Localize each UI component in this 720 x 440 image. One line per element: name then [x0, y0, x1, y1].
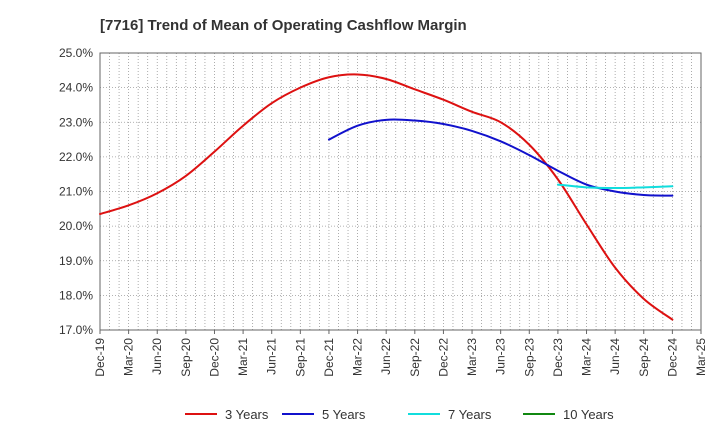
- y-tick-label: 18.0%: [59, 288, 93, 302]
- legend-label-5-years: 5 Years: [322, 407, 366, 422]
- y-tick-label: 19.0%: [59, 254, 93, 268]
- x-tick-label: Mar-20: [122, 338, 136, 376]
- y-tick-label: 25.0%: [59, 46, 93, 60]
- chart-title: [7716] Trend of Mean of Operating Cashfl…: [100, 17, 467, 34]
- x-tick-label: Dec-23: [551, 338, 565, 377]
- y-tick-label: 20.0%: [59, 219, 93, 233]
- series-line-7-years: [556, 183, 674, 190]
- x-tick-label: Sep-23: [522, 338, 536, 377]
- series-line-5-years: [327, 118, 674, 197]
- x-tick-label: Dec-19: [93, 338, 107, 377]
- y-tick-label: 17.0%: [59, 323, 93, 337]
- x-tick-label: Mar-24: [580, 338, 594, 376]
- x-tick-label: Sep-24: [637, 338, 651, 377]
- x-tick-label: Jun-20: [150, 338, 164, 375]
- x-tick-label: Sep-20: [179, 338, 193, 377]
- x-tick-label: Mar-21: [236, 338, 250, 376]
- x-tick-label: Mar-23: [465, 338, 479, 376]
- series-line-3-years: [99, 73, 674, 321]
- plot-area: 17.0% 18.0% 19.0% 20.0% 21.0% 22.0% 23.0% 24.0%…: [59, 46, 708, 377]
- y-tick-label: 24.0%: [59, 81, 93, 95]
- legend-label-7-years: 7 Years: [448, 407, 492, 422]
- x-tick-label: Jun-24: [608, 338, 622, 375]
- y-tick-label: 23.0%: [59, 115, 93, 129]
- x-tick-label: Sep-22: [408, 338, 422, 377]
- x-tick-label: Sep-21: [293, 338, 307, 377]
- y-tick-label: 22.0%: [59, 150, 93, 164]
- x-tick-label: Jun-22: [379, 338, 393, 375]
- legend-label-3-years: 3 Years: [225, 407, 269, 422]
- y-tick-label: 21.0%: [59, 185, 93, 199]
- plot-frame: [99, 52, 702, 331]
- x-tick-label: Mar-22: [351, 338, 365, 376]
- x-tick-label: Dec-20: [207, 338, 221, 377]
- legend-label-10-years: 10 Years: [563, 407, 614, 422]
- x-tick-label: Dec-21: [322, 338, 336, 377]
- legend: 3 Years 5 Years 7 Years 10 Years: [185, 407, 614, 422]
- x-tick-label: Dec-24: [665, 338, 679, 377]
- x-tick-label: Mar-25: [694, 338, 708, 376]
- x-tick-label: Dec-22: [436, 338, 450, 377]
- x-tick-label: Jun-23: [494, 338, 508, 375]
- x-tick-label: Jun-21: [265, 338, 279, 375]
